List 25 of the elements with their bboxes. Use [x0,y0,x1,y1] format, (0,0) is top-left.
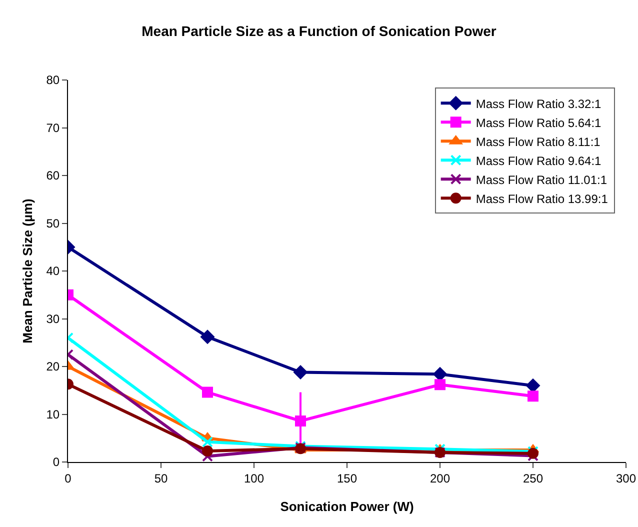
legend-label: Mass Flow Ratio 5.64:1 [476,116,602,130]
y-tick-label: 50 [46,216,60,230]
y-tick-label: 80 [46,73,60,88]
y-tick-label: 20 [46,360,60,374]
legend-label: Mass Flow Ratio 8.11:1 [476,134,601,149]
x-tick-label: 0 [64,471,72,486]
x-tick-label: 50 [154,471,168,486]
y-tick-label: 40 [46,264,60,278]
y-tick-label: 0 [52,455,60,470]
x-axis-title: Sonication Power (W) [280,499,414,514]
y-tick-label: 10 [46,407,60,422]
legend-label: Mass Flow Ratio 9.64:1 [476,154,602,168]
chart-title: Mean Particle Size as a Function of Sonication Power [142,23,497,40]
x-tick-label: 150 [336,471,358,486]
x-tick-label: 300 [616,471,636,486]
legend-label: Mass Flow Ratio 3.32:1 [476,96,602,111]
y-tick-label: 60 [46,168,60,183]
y-tick-label: 70 [46,120,60,135]
y-tick-label: 30 [46,312,60,326]
legend-label: Mass Flow Ratio 11.01:1 [476,172,608,187]
y-axis-title: Mean Particle Size (µm) [20,198,35,344]
x-tick-label: 250 [522,471,544,486]
legend-label: Mass Flow Ratio 13.99:1 [476,192,608,206]
x-tick-label: 100 [244,471,264,486]
x-tick-label: 200 [430,471,450,486]
